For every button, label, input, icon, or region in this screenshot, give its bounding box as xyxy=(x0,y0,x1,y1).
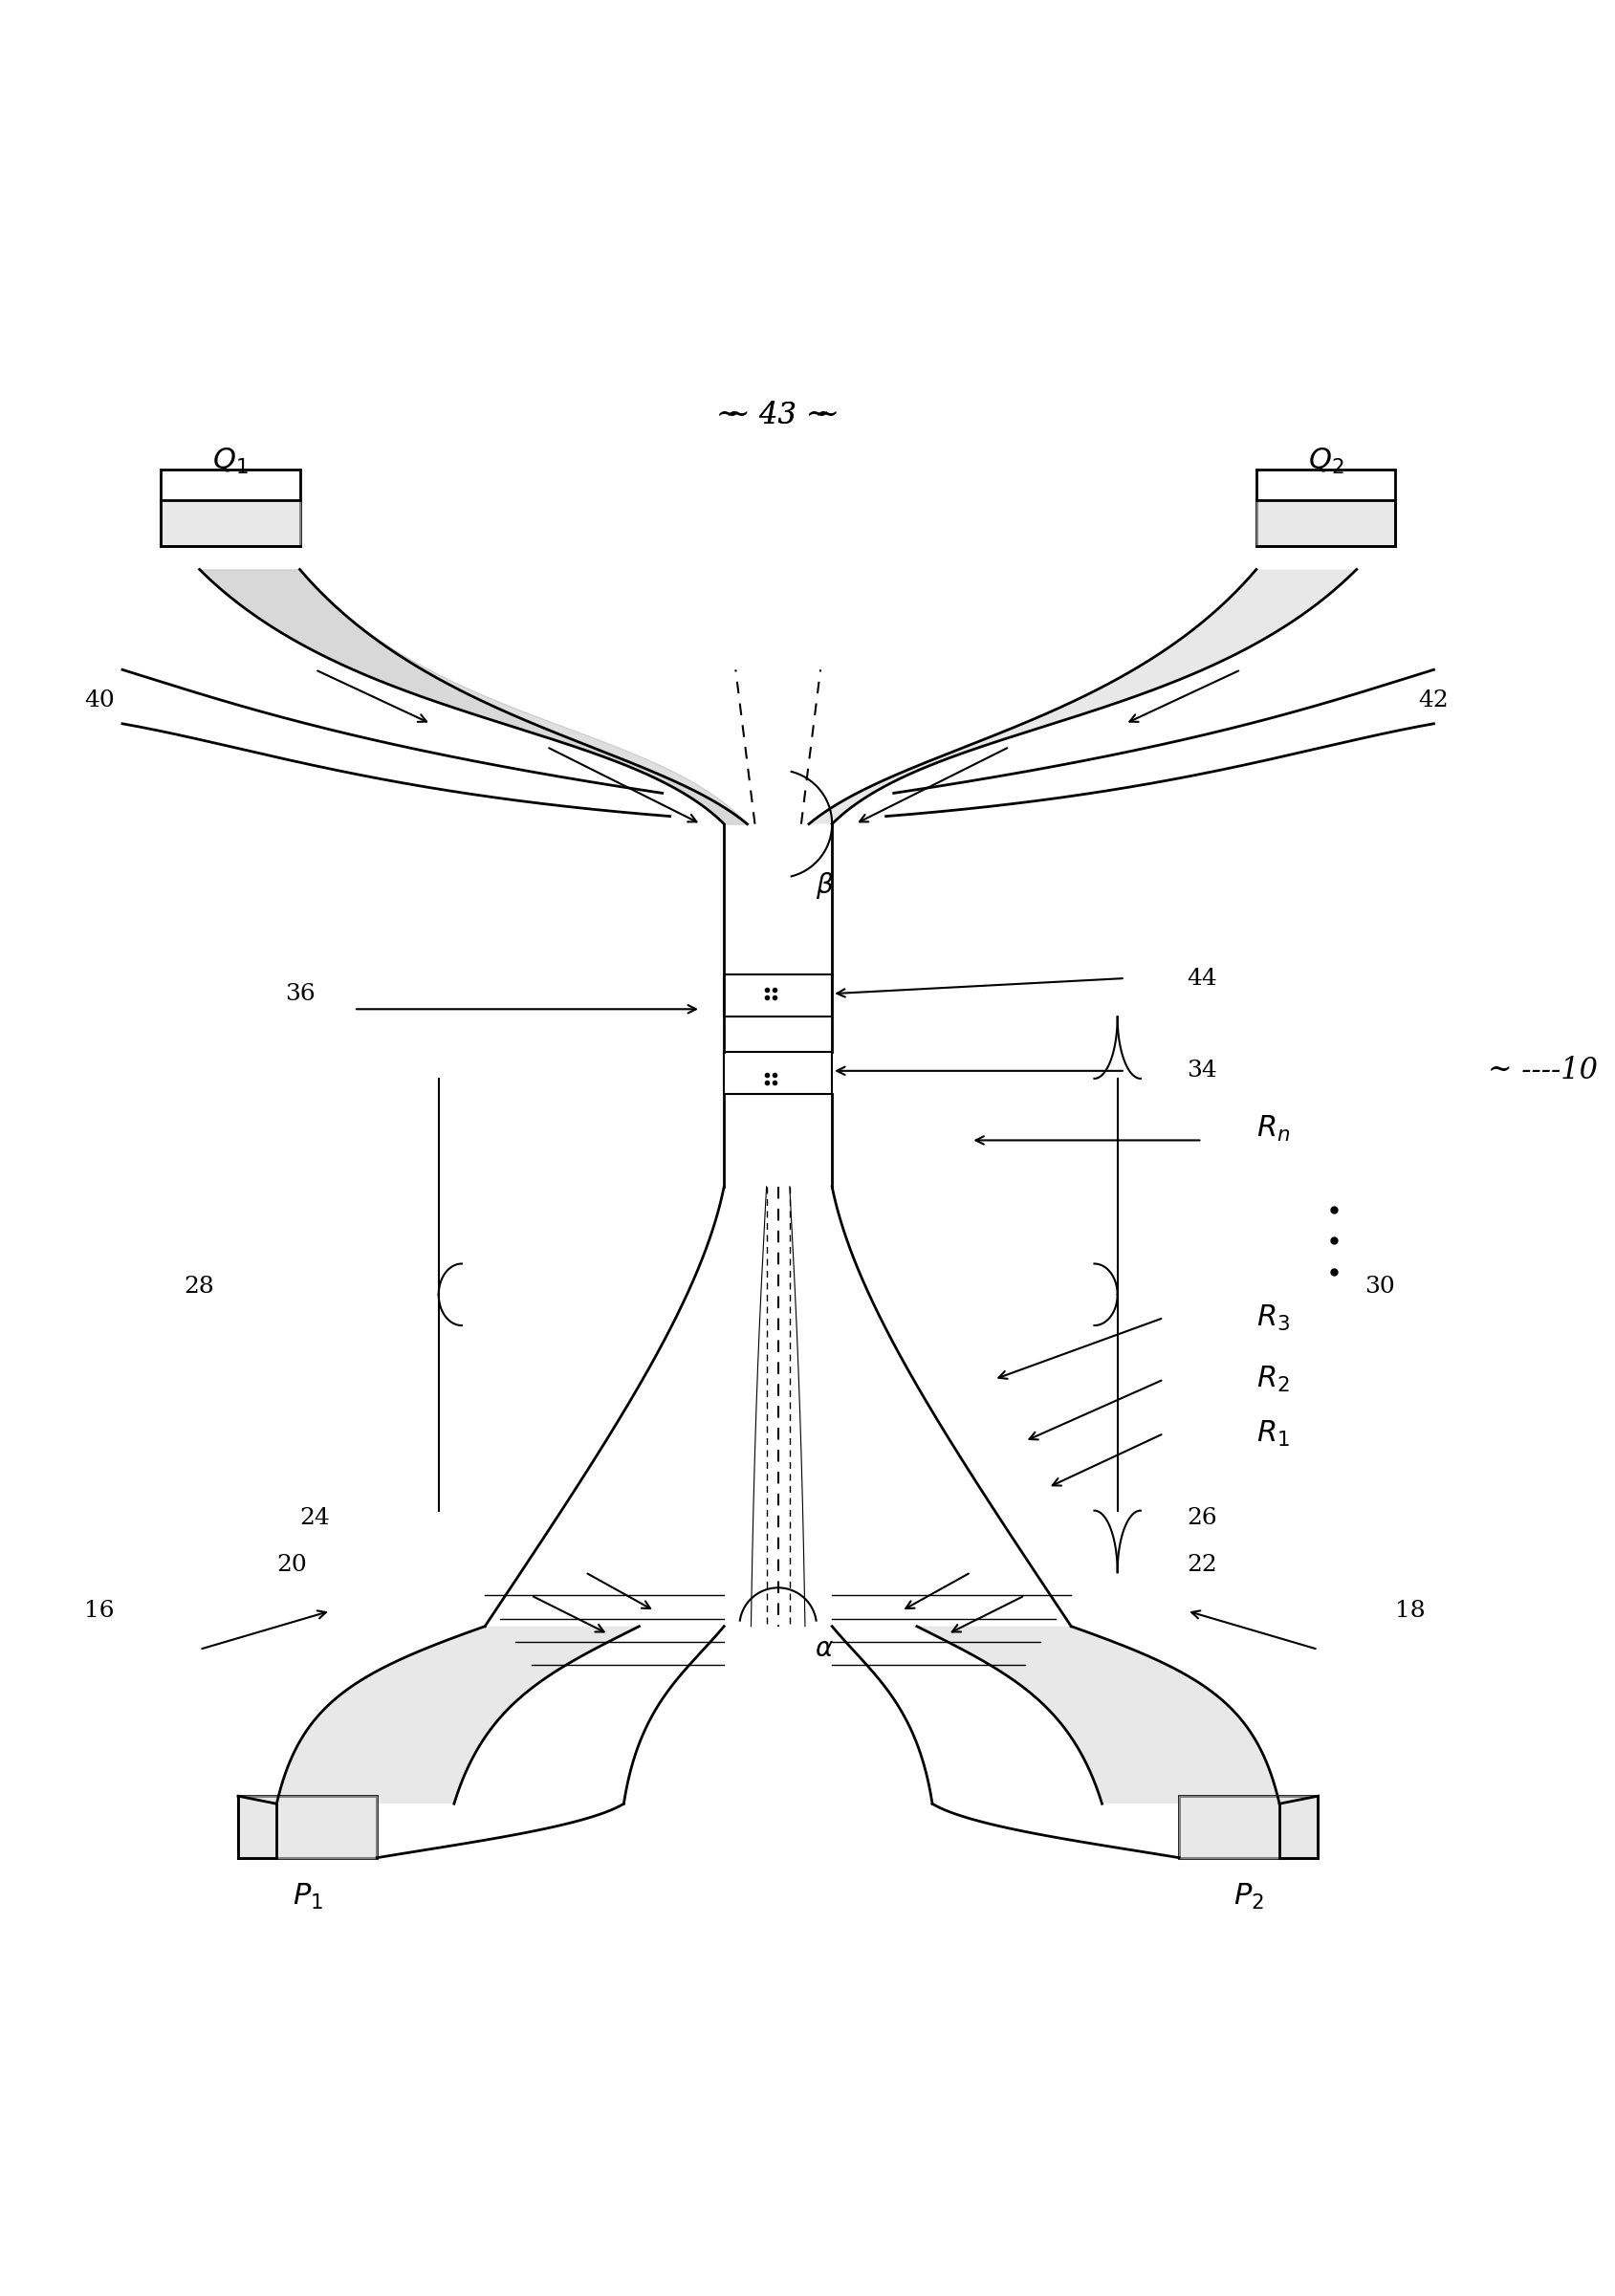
Text: 16: 16 xyxy=(84,1600,115,1621)
Text: $R_3$: $R_3$ xyxy=(1255,1302,1289,1332)
Text: $R_n$: $R_n$ xyxy=(1255,1114,1289,1143)
Bar xyxy=(237,1795,376,1857)
Text: $Q_2$: $Q_2$ xyxy=(1307,445,1344,475)
FancyBboxPatch shape xyxy=(162,468,300,546)
Text: 20: 20 xyxy=(276,1554,307,1575)
Text: 42: 42 xyxy=(1418,689,1449,712)
Text: 22: 22 xyxy=(1187,1554,1216,1575)
Text: ~ ­­­­10: ~ ­­­­10 xyxy=(1487,1056,1597,1086)
Text: ~  43  ~: ~ 43 ~ xyxy=(715,400,840,429)
Text: $Q_1$: $Q_1$ xyxy=(212,445,249,475)
Text: $P_1$: $P_1$ xyxy=(292,1880,323,1910)
Text: 26: 26 xyxy=(1187,1506,1216,1529)
Text: 34: 34 xyxy=(1187,1061,1216,1081)
Text: 36: 36 xyxy=(284,983,315,1006)
Text: $R_1$: $R_1$ xyxy=(1255,1419,1289,1449)
Polygon shape xyxy=(916,1626,1279,1805)
Polygon shape xyxy=(199,569,746,824)
Bar xyxy=(1179,1795,1318,1857)
Text: $P_2$: $P_2$ xyxy=(1232,1880,1263,1910)
Bar xyxy=(724,974,832,1017)
Text: $\alpha$: $\alpha$ xyxy=(814,1637,833,1662)
Text: $R_2$: $R_2$ xyxy=(1255,1364,1289,1394)
FancyBboxPatch shape xyxy=(1255,468,1394,546)
Text: 18: 18 xyxy=(1395,1600,1424,1621)
Text: $\beta$: $\beta$ xyxy=(816,870,833,900)
Bar xyxy=(724,1052,832,1093)
Text: 24: 24 xyxy=(300,1506,329,1529)
Text: 44: 44 xyxy=(1187,967,1216,990)
Text: 30: 30 xyxy=(1363,1277,1394,1297)
Polygon shape xyxy=(809,569,1357,824)
Text: ~ 43 ~: ~ 43 ~ xyxy=(725,400,830,429)
Polygon shape xyxy=(276,1626,640,1805)
Text: 28: 28 xyxy=(184,1277,215,1297)
Text: 40: 40 xyxy=(84,689,115,712)
